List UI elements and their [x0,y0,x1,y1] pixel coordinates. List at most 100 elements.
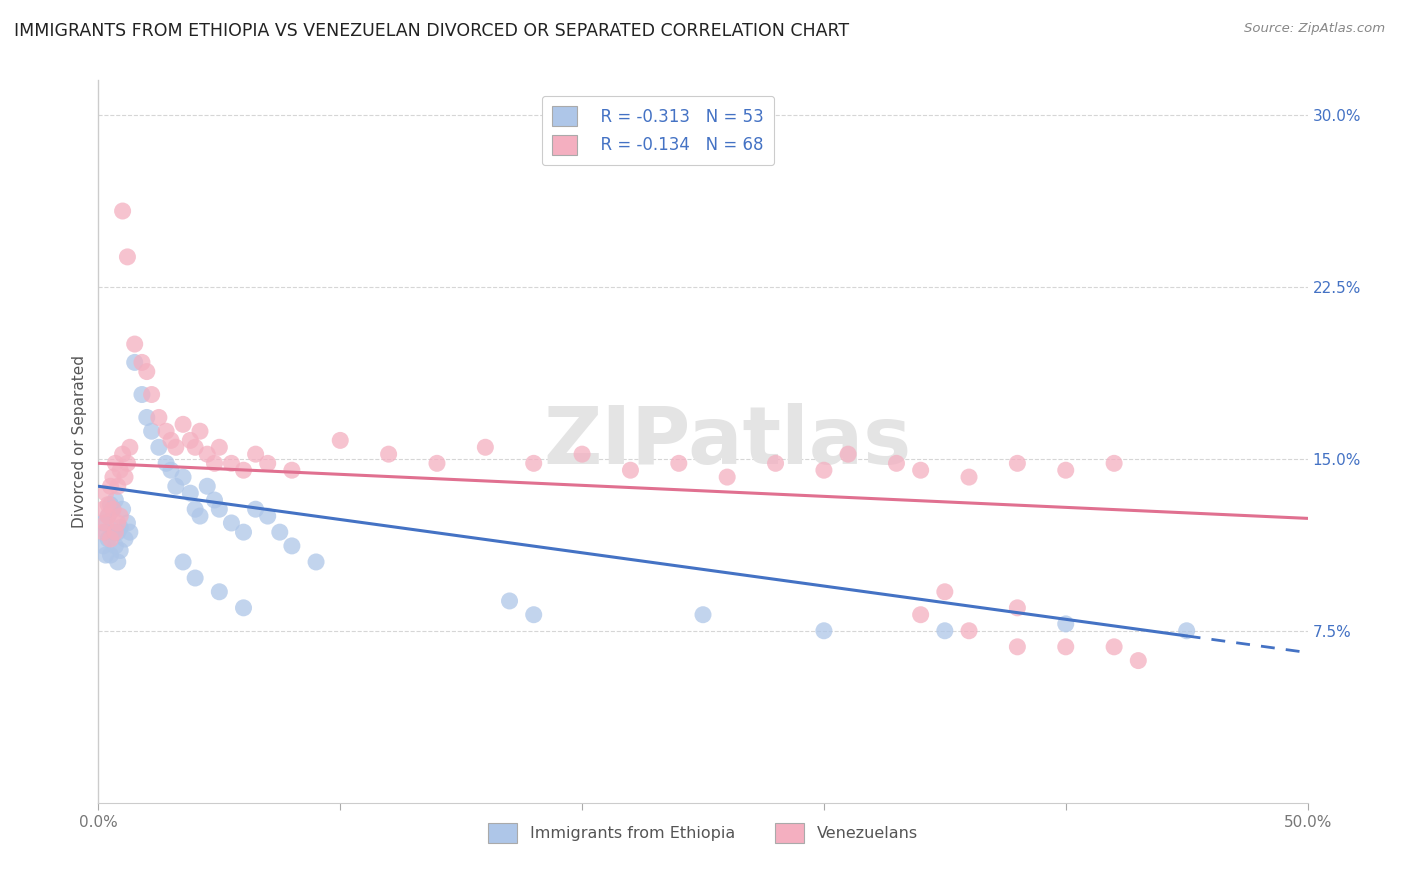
Point [94,486,117,500]
Point [571,447,593,461]
Point [107,555,129,569]
Point [1175,624,1198,638]
Point [160,463,183,477]
Point [107,516,129,530]
Point [377,447,399,461]
Point [474,440,496,454]
Point [221,516,243,530]
Point [117,250,139,264]
Point [165,440,187,454]
Point [184,502,207,516]
Point [523,456,546,470]
Point [184,571,207,585]
Point [91,516,114,530]
Point [108,463,131,477]
Point [172,555,194,569]
Point [281,539,304,553]
Point [111,447,134,461]
Point [1054,616,1077,631]
Point [765,456,787,470]
Point [179,486,201,500]
Point [204,493,226,508]
Point [100,498,122,512]
Point [104,456,127,470]
Point [155,456,177,470]
Point [329,434,352,448]
Point [114,532,136,546]
Point [269,525,291,540]
Point [108,520,131,534]
Point [426,456,449,470]
Point [208,440,231,454]
Point [172,417,194,432]
Text: IMMIGRANTS FROM ETHIOPIA VS VENEZUELAN DIVORCED OR SEPARATED CORRELATION CHART: IMMIGRANTS FROM ETHIOPIA VS VENEZUELAN D… [14,22,849,40]
Point [101,502,124,516]
Point [957,624,980,638]
Point [100,479,122,493]
Point [91,502,114,516]
Point [184,440,207,454]
Point [94,516,117,530]
Point [111,204,134,219]
Point [813,624,835,638]
Point [160,434,183,448]
Text: Source: ZipAtlas.com: Source: ZipAtlas.com [1244,22,1385,36]
Point [155,424,177,438]
Point [104,493,127,508]
Point [108,509,131,524]
Point [256,456,278,470]
Point [100,548,122,562]
Point [232,463,254,477]
Point [104,539,127,553]
Point [886,456,908,470]
Point [188,509,211,524]
Point [195,447,218,461]
Point [523,607,546,622]
Point [668,456,690,470]
Point [957,470,980,484]
Point [1128,654,1150,668]
Point [97,509,120,524]
Point [97,532,120,546]
Point [910,607,932,622]
Point [208,502,231,516]
Point [256,509,278,524]
Point [91,539,114,553]
Point [135,365,157,379]
Point [837,447,859,461]
Point [107,479,129,493]
Point [97,498,120,512]
Point [204,456,226,470]
Point [305,555,328,569]
Point [934,624,956,638]
Point [118,440,141,454]
Point [97,509,120,524]
Point [195,479,218,493]
Point [148,440,170,454]
Point [245,447,267,461]
Point [117,516,139,530]
Point [94,548,117,562]
Point [1054,463,1077,477]
Point [101,525,124,540]
Point [813,463,835,477]
Point [124,337,146,351]
Point [934,584,956,599]
Point [131,355,153,369]
Point [148,410,170,425]
Point [107,525,129,540]
Point [692,607,714,622]
Point [100,532,122,546]
Point [1007,600,1029,615]
Point [232,600,254,615]
Point [188,424,211,438]
Point [619,463,641,477]
Point [716,470,738,484]
Point [245,502,267,516]
Point [141,424,163,438]
Point [281,463,304,477]
Point [141,387,163,401]
Point [910,463,932,477]
Point [165,479,187,493]
Y-axis label: Divorced or Separated: Divorced or Separated [72,355,87,528]
